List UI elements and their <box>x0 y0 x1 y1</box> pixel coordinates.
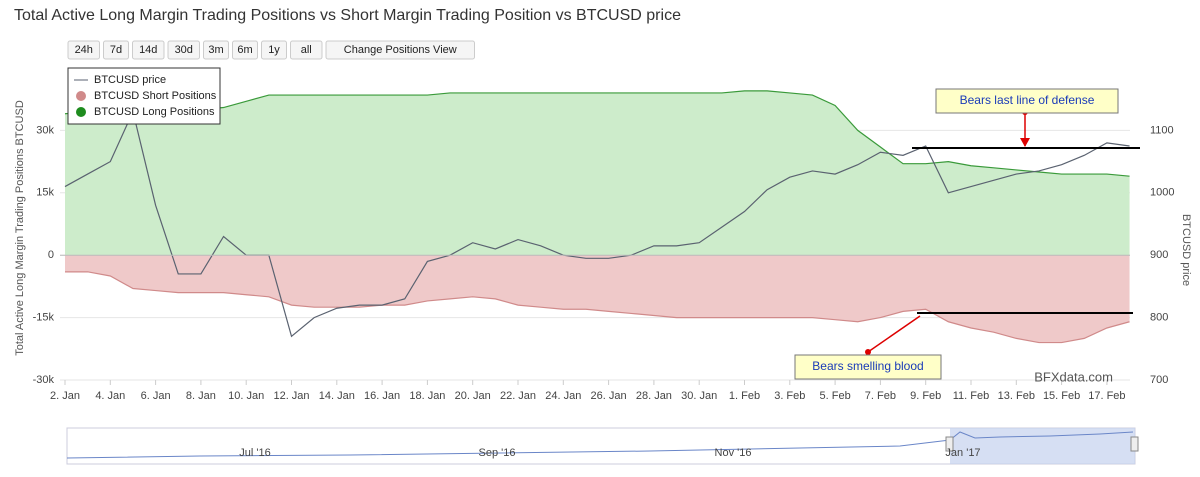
x-tick-label: 30. Jan <box>681 390 717 402</box>
x-tick-label: 14. Jan <box>319 390 355 402</box>
legend-label: BTCUSD Short Positions <box>94 90 217 102</box>
range-button-label[interactable]: 24h <box>75 44 93 56</box>
chart-title: Total Active Long Margin Trading Positio… <box>14 7 681 24</box>
navigator-line <box>66 431 1134 459</box>
plot <box>60 90 1130 385</box>
x-tick-label: 28. Jan <box>636 390 672 402</box>
x-tick-label: 9. Feb <box>910 390 941 402</box>
area <box>65 255 1130 343</box>
y-tick-label: 15k <box>36 187 54 199</box>
line <box>64 109 1130 338</box>
y-tick-label: -15k <box>33 312 55 324</box>
range-button-label[interactable]: 30d <box>175 44 193 56</box>
navigator-label: Jan '17 <box>945 447 980 459</box>
x-tick-label: 8. Jan <box>186 390 216 402</box>
range-button-label[interactable]: 3m <box>208 44 223 56</box>
y2-tick-label: 1000 <box>1150 187 1174 199</box>
x-tick-label: 4. Jan <box>95 390 125 402</box>
x-tick-label: 11. Feb <box>953 390 990 402</box>
range-button[interactable] <box>290 40 323 60</box>
y-tick-label: -30k <box>33 374 55 386</box>
annotation-arrow <box>1020 138 1030 147</box>
annotation-box <box>935 88 1119 114</box>
x-tick-label: 2. Jan <box>50 390 80 402</box>
y2-tick-label: 800 <box>1150 312 1168 324</box>
legend <box>67 67 221 125</box>
credit: BFXdata.com <box>1034 369 1113 384</box>
x-tick-label: 16. Jan <box>364 390 400 402</box>
area-line <box>64 90 1130 177</box>
x-tick-label: 5. Feb <box>820 390 851 402</box>
x-tick-label: 1. Feb <box>729 390 760 402</box>
y-tick-label: 30k <box>36 124 54 136</box>
range-button[interactable] <box>261 40 287 60</box>
y-tick-label: 0 <box>48 249 54 261</box>
x-tick-label: 22. Jan <box>500 390 536 402</box>
x-tick-label: 3. Feb <box>774 390 805 402</box>
x-tick-label: 13. Feb <box>998 390 1035 402</box>
annotation-dot <box>865 349 871 355</box>
navigator-handle[interactable] <box>945 436 954 452</box>
annotation: Bears smelling blood <box>812 359 923 373</box>
range-button[interactable] <box>325 40 475 60</box>
y-axis-title: Total Active Long Margin Trading Positio… <box>14 100 26 356</box>
range-button-label[interactable]: 14d <box>139 44 157 56</box>
range-button[interactable] <box>103 40 129 60</box>
annotation: Bears last line of defense <box>960 93 1095 107</box>
legend-label: BTCUSD Long Positions <box>94 106 215 118</box>
x-tick-label: 15. Feb <box>1043 390 1080 402</box>
range-button[interactable] <box>232 40 258 60</box>
x-tick-label: 20. Jan <box>455 390 491 402</box>
range-button-label[interactable]: 7d <box>110 44 122 56</box>
navigator-handle[interactable] <box>1130 436 1139 452</box>
range-button[interactable] <box>167 40 200 60</box>
y2-tick-label: 1100 <box>1150 124 1174 136</box>
legend-label: BTCUSD price <box>94 74 166 86</box>
y2-tick-label: 900 <box>1150 249 1168 261</box>
range-button[interactable] <box>203 40 229 60</box>
x-tick-label: 17. Feb <box>1088 390 1125 402</box>
x-tick-label: 10. Jan <box>228 390 264 402</box>
x-tick-label: 6. Jan <box>141 390 171 402</box>
x-tick-label: 24. Jan <box>545 390 581 402</box>
x-tick-label: 7. Feb <box>865 390 896 402</box>
range-button-label[interactable]: all <box>301 44 312 56</box>
navigator-label: Sep '16 <box>479 447 516 459</box>
x-tick-label: 12. Jan <box>273 390 309 402</box>
y2-tick-label: 700 <box>1150 374 1168 386</box>
legend-symbol <box>76 107 86 117</box>
range-button[interactable] <box>67 40 100 60</box>
range-button-label[interactable]: 6m <box>237 44 252 56</box>
area-line <box>65 271 1130 344</box>
range-button-label[interactable]: 1y <box>268 44 280 56</box>
navigator-label: Nov '16 <box>715 447 752 459</box>
annotation-arrow <box>867 315 921 353</box>
range-button[interactable] <box>132 40 165 60</box>
y2-axis-title: BTCUSD price <box>1180 214 1192 286</box>
x-tick-label: 18. Jan <box>409 390 445 402</box>
navigator-label: Jul '16 <box>239 447 270 459</box>
area <box>65 90 1130 256</box>
legend-symbol <box>76 91 86 101</box>
annotation-box <box>794 354 942 380</box>
x-tick-label: 26. Jan <box>591 390 627 402</box>
range-button-label[interactable]: Change Positions View <box>344 44 457 56</box>
